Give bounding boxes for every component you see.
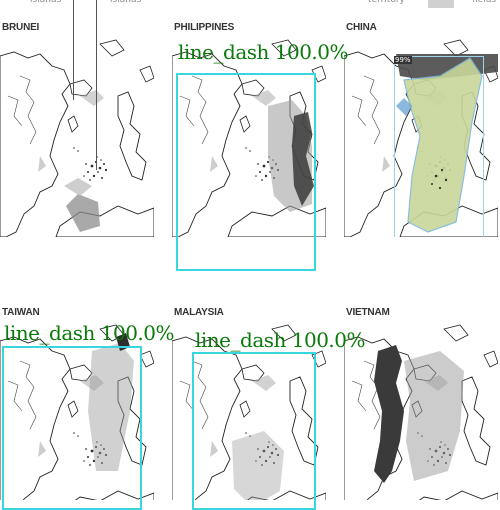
panel-title-vietnam: VIETNAM [346, 307, 390, 318]
panel-title-philippines: PHILIPPINES [174, 22, 235, 33]
leader-line-right [96, 0, 97, 170]
china-confidence-tag: 99% [394, 56, 412, 64]
map-malaysia [172, 324, 326, 500]
panel-title-taiwan: TAIWAN [2, 307, 40, 318]
claim-area-malaysia [232, 431, 284, 500]
panel-title-china: CHINA [346, 22, 377, 33]
map-brunei [0, 39, 154, 237]
vietnam-territory [374, 345, 404, 483]
panel-title-brunei: BRUNEI [2, 22, 40, 33]
china-nine-dash-claim [403, 57, 483, 233]
panel-title-malaysia: MALAYSIA [174, 307, 224, 318]
islands-label-right: islands [110, 0, 142, 5]
claim-area-taiwan [88, 343, 134, 471]
detection-label-taiwan: line_dash 100.0% [4, 321, 175, 345]
leader-line-left [73, 0, 74, 100]
map-china [344, 39, 498, 237]
panel-vietnam: VIETNAM [344, 307, 498, 500]
islands-label-left: islands [30, 0, 62, 5]
detection-box-taiwan [2, 346, 142, 510]
detection-box-philippines [176, 73, 316, 271]
claim-area-vietnam [404, 351, 464, 481]
panel-philippines: PHILIPPINES [172, 22, 326, 237]
map-vietnam [344, 324, 498, 500]
territory-legend-label: territory [368, 0, 405, 5]
china-bounding-box [394, 56, 484, 237]
legend-swatch-gray [428, 0, 454, 8]
detection-label-malaysia: line_dash 100.0% [195, 328, 366, 352]
panel-brunei: BRUNEI [0, 22, 154, 237]
claim-area-brunei [66, 194, 100, 232]
china-marker [396, 98, 412, 116]
map-philippines [172, 39, 326, 237]
panel-china: CHINA 99% [344, 22, 498, 237]
claim-area-brunei-shadow [64, 178, 92, 196]
china-islands-dots [431, 168, 448, 190]
panel-malaysia: MALAYSIA [172, 307, 326, 500]
philippines-territory [292, 112, 314, 206]
detection-box-malaysia [192, 352, 316, 510]
fields-legend-label: fields [472, 0, 497, 5]
detection-label-philippines: line_dash 100.0% [178, 40, 349, 64]
